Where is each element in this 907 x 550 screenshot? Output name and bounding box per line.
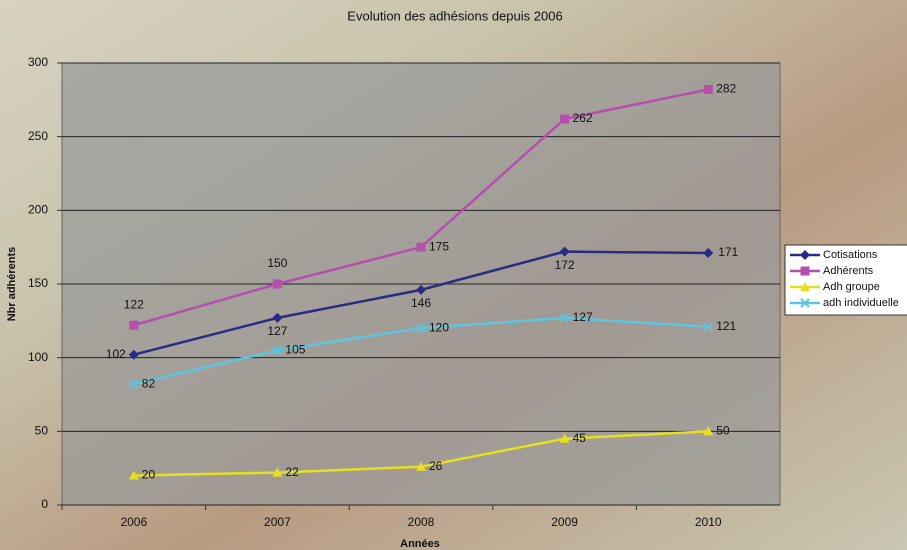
y-tick-label: 100 xyxy=(28,350,48,364)
data-label: 122 xyxy=(124,297,144,311)
data-label: 26 xyxy=(429,459,443,473)
legend-marker xyxy=(800,282,810,291)
x-tick-label: 2010 xyxy=(695,515,722,529)
y-tick-label: 0 xyxy=(41,497,48,511)
x-tick-label: 2008 xyxy=(408,515,435,529)
marker xyxy=(128,470,139,480)
data-label: 121 xyxy=(716,319,736,333)
legend-label: Adh groupe xyxy=(823,281,880,293)
data-label: 127 xyxy=(573,310,593,324)
data-label: 20 xyxy=(142,468,156,482)
marker xyxy=(560,114,570,124)
marker xyxy=(703,248,714,259)
marker xyxy=(416,323,426,333)
x-tick-label: 2007 xyxy=(264,515,291,529)
data-label: 146 xyxy=(411,296,431,310)
marker xyxy=(416,242,426,252)
data-label: 282 xyxy=(716,82,736,96)
chart-title: Evolution des adhésions depuis 2006 xyxy=(347,8,562,23)
legend-marker xyxy=(800,266,810,276)
y-tick-label: 50 xyxy=(35,424,49,438)
marker xyxy=(272,279,282,289)
data-label: 105 xyxy=(285,342,305,356)
marker xyxy=(559,313,570,323)
y-tick-label: 150 xyxy=(28,276,48,290)
legend-marker xyxy=(800,298,810,308)
x-tick-label: 2006 xyxy=(120,515,147,529)
legend-label: adh individuelle xyxy=(823,297,899,309)
legend-label: Adhérents xyxy=(823,265,874,277)
data-label: 171 xyxy=(718,245,738,259)
marker xyxy=(416,461,426,471)
data-label: 120 xyxy=(429,320,449,334)
y-tick-label: 250 xyxy=(28,129,48,143)
marker xyxy=(272,467,283,477)
data-label: 50 xyxy=(716,424,730,438)
data-label: 82 xyxy=(142,376,156,390)
marker xyxy=(703,426,714,436)
x-tick-label: 2009 xyxy=(551,515,578,529)
marker xyxy=(416,284,426,295)
data-label: 150 xyxy=(267,256,287,270)
marker xyxy=(559,246,570,257)
y-tick-label: 300 xyxy=(28,55,48,69)
marker xyxy=(129,379,139,389)
data-label: 102 xyxy=(106,347,126,361)
data-label: 45 xyxy=(573,431,587,445)
data-label: 172 xyxy=(555,258,575,272)
marker xyxy=(703,322,713,332)
data-label: 22 xyxy=(285,465,299,479)
marker xyxy=(128,349,139,360)
data-label: 262 xyxy=(573,111,593,125)
marker xyxy=(272,312,283,323)
data-label: 127 xyxy=(267,324,287,338)
legend-marker xyxy=(800,250,810,260)
marker xyxy=(559,433,570,443)
marker xyxy=(272,345,283,356)
marker xyxy=(129,320,139,330)
data-label: 175 xyxy=(429,239,449,253)
legend-label: Cotisations xyxy=(823,249,878,261)
x-axis-title: Années xyxy=(400,538,440,550)
y-axis-title: Nbr adhérents xyxy=(6,247,18,322)
marker xyxy=(703,85,713,95)
y-tick-label: 200 xyxy=(28,203,48,217)
